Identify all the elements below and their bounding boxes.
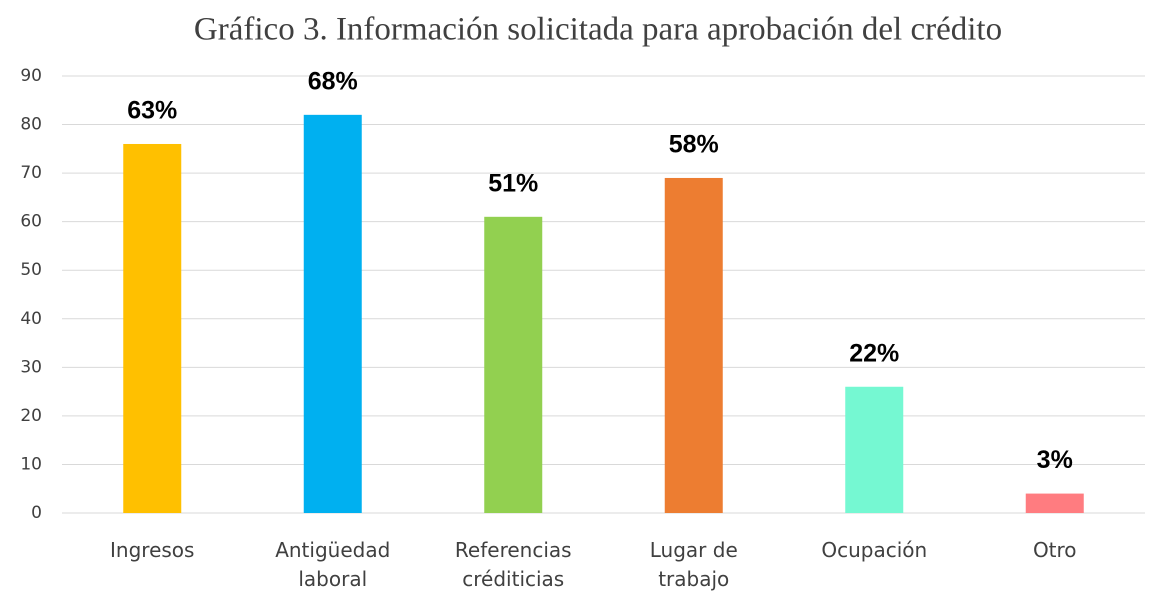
x-tick-label: Antigüedad laboral (275, 538, 391, 591)
y-tick-label: 70 (20, 163, 42, 183)
y-tick-label: 50 (20, 260, 42, 280)
x-tick-label: Otro (1032, 538, 1077, 562)
y-tick-label: 0 (31, 503, 42, 523)
x-tick-label: Lugar de trabajo (649, 538, 738, 591)
bar (484, 216, 543, 514)
y-tick-label: 90 (20, 66, 42, 86)
x-tick-label: Ingresos (110, 538, 195, 562)
y-tick-label: 60 (20, 212, 42, 232)
y-tick-label: 40 (20, 309, 42, 329)
data-label: 3% (1037, 446, 1073, 474)
y-tick-label: 80 (20, 115, 42, 135)
data-label: 68% (308, 67, 358, 95)
bar (664, 177, 723, 513)
data-label: 58% (669, 131, 719, 159)
bar (845, 386, 904, 513)
data-label: 22% (849, 339, 899, 367)
bar (1025, 493, 1084, 513)
bar (303, 114, 362, 513)
x-tick-label: Referencias créditicias (454, 538, 572, 591)
y-tick-label: 10 (20, 454, 42, 474)
data-label: 51% (488, 169, 538, 197)
chart-title: Gráfico 3. Información solicitada para a… (194, 12, 1002, 48)
y-tick-label: 30 (20, 357, 42, 377)
x-tick-label: Ocupación (821, 538, 928, 562)
y-tick-label: 20 (20, 406, 42, 426)
data-label: 63% (127, 97, 177, 125)
bar (123, 143, 182, 513)
